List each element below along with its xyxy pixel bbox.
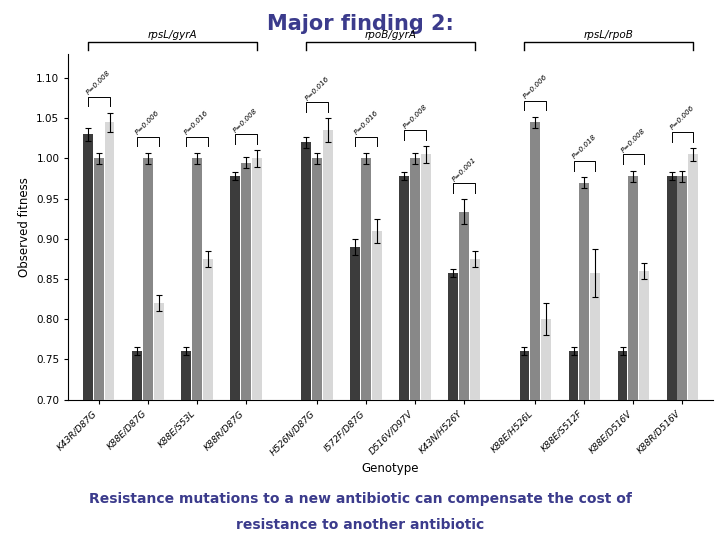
Bar [678, 176, 688, 400]
Text: P=0.008: P=0.008 [86, 70, 112, 96]
Bar [520, 352, 529, 400]
Bar [410, 158, 420, 400]
Bar [541, 319, 551, 400]
Bar [580, 183, 589, 400]
Bar [688, 154, 698, 400]
Bar [132, 352, 142, 400]
Text: P=0.018: P=0.018 [571, 134, 598, 160]
Text: P=0.016: P=0.016 [184, 110, 210, 136]
Text: P=0.016: P=0.016 [353, 110, 379, 136]
Bar [230, 176, 240, 400]
Text: rpsL/gyrA: rpsL/gyrA [148, 30, 197, 39]
Text: Major finding 2:: Major finding 2: [266, 14, 454, 35]
Bar [372, 231, 382, 400]
Bar [104, 123, 114, 400]
Text: rpoB/gyrA: rpoB/gyrA [364, 30, 417, 39]
Bar [192, 158, 202, 400]
Text: P=0.006: P=0.006 [669, 105, 696, 131]
Bar [449, 273, 458, 400]
Bar [569, 352, 578, 400]
Bar [351, 247, 360, 400]
Bar [421, 154, 431, 400]
Bar [154, 303, 163, 400]
Text: P=0.008: P=0.008 [233, 107, 259, 133]
Bar [83, 134, 93, 400]
Bar [323, 130, 333, 400]
Text: resistance to another antibiotic: resistance to another antibiotic [236, 517, 484, 531]
Bar [667, 176, 677, 400]
X-axis label: Genotype: Genotype [362, 462, 419, 475]
Bar [618, 352, 627, 400]
Bar [590, 273, 600, 400]
Bar [94, 158, 104, 400]
Y-axis label: Observed fitness: Observed fitness [18, 177, 31, 276]
Bar [400, 176, 409, 400]
Bar [629, 176, 638, 400]
Bar [312, 158, 322, 400]
Text: P=0.006: P=0.006 [135, 110, 161, 136]
Bar [470, 259, 480, 400]
Text: Resistance mutations to a new antibiotic can compensate the cost of: Resistance mutations to a new antibiotic… [89, 492, 631, 507]
Bar [252, 158, 261, 400]
Text: P=0.006: P=0.006 [522, 73, 549, 100]
Bar [639, 271, 649, 400]
Text: P=0.016: P=0.016 [304, 75, 330, 102]
Text: rpsL/rpoB: rpsL/rpoB [584, 30, 634, 39]
Bar [143, 158, 153, 400]
Bar [181, 352, 191, 400]
Text: P=0.008: P=0.008 [620, 127, 647, 154]
Bar [241, 163, 251, 400]
Bar [361, 158, 371, 400]
Text: P=0.001: P=0.001 [451, 156, 477, 183]
Text: P=0.008: P=0.008 [402, 103, 428, 130]
Bar [302, 143, 311, 400]
Bar [203, 259, 212, 400]
Bar [531, 123, 540, 400]
Bar [459, 212, 469, 400]
